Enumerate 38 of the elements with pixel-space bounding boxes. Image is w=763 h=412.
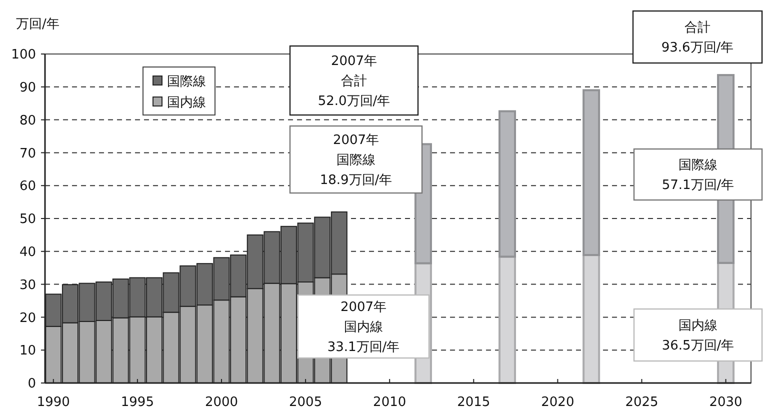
x-tick-label: 2025 bbox=[625, 395, 658, 410]
y-tick-label: 90 bbox=[19, 80, 36, 96]
x-tick-label: 2005 bbox=[289, 395, 322, 410]
annotation: 国際線 bbox=[678, 158, 718, 174]
y-tick-label: 20 bbox=[19, 310, 36, 326]
y-axis-title: 万回/年 bbox=[16, 17, 60, 32]
annotation: 国際線 bbox=[336, 153, 376, 168]
annotation: 36.5万回/年 bbox=[662, 338, 734, 354]
y-tick-label: 10 bbox=[19, 344, 36, 359]
annotation: 国内線 bbox=[344, 320, 383, 336]
x-tick-label: 2030 bbox=[709, 395, 742, 410]
legend-label: 国内線 bbox=[167, 96, 206, 111]
annotation: 2007年 bbox=[340, 300, 387, 316]
y-tick-label: 30 bbox=[19, 278, 36, 293]
y-tick-label: 0 bbox=[28, 376, 36, 392]
y-tick-label: 100 bbox=[11, 48, 36, 63]
y-tick-label: 60 bbox=[19, 179, 36, 194]
x-tick-label: 2020 bbox=[541, 395, 574, 410]
x-tick-label: 1990 bbox=[36, 395, 70, 410]
annotation: 57.1万回/年 bbox=[662, 178, 734, 194]
annotation: 2007年 bbox=[330, 54, 378, 70]
y-tick-label: 50 bbox=[19, 212, 36, 228]
annotation: 52.0万回/年 bbox=[318, 94, 390, 110]
x-tick-label: 1995 bbox=[120, 395, 154, 410]
y-tick-label: 80 bbox=[19, 113, 36, 128]
legend-label: 国際線 bbox=[167, 74, 206, 90]
annotation: 合計 bbox=[341, 74, 367, 90]
annotation: 国内線 bbox=[678, 318, 718, 334]
x-tick-label: 2010 bbox=[373, 395, 406, 410]
annotation: 18.9万回/年 bbox=[320, 173, 392, 188]
annotation: 2007年 bbox=[332, 133, 380, 148]
text: 合計 bbox=[684, 20, 710, 36]
x-tick-label: 2000 bbox=[204, 395, 238, 410]
annotation: 33.1万回/年 bbox=[327, 340, 400, 356]
annotation: 93.6万回/年 bbox=[661, 40, 734, 56]
y-tick-label: 40 bbox=[19, 244, 36, 260]
y-tick-label: 70 bbox=[19, 146, 36, 162]
x-tick-label: 2015 bbox=[457, 395, 490, 410]
